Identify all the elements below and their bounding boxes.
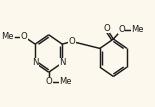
Text: N: N (32, 58, 38, 67)
Text: O: O (118, 25, 125, 34)
Text: O: O (69, 37, 75, 46)
Text: Me: Me (131, 25, 144, 34)
Text: O: O (103, 24, 110, 33)
Text: Me: Me (59, 77, 72, 86)
Text: Me: Me (1, 32, 14, 41)
Text: N: N (59, 58, 66, 67)
Text: O: O (45, 77, 52, 86)
Text: O: O (21, 32, 27, 41)
